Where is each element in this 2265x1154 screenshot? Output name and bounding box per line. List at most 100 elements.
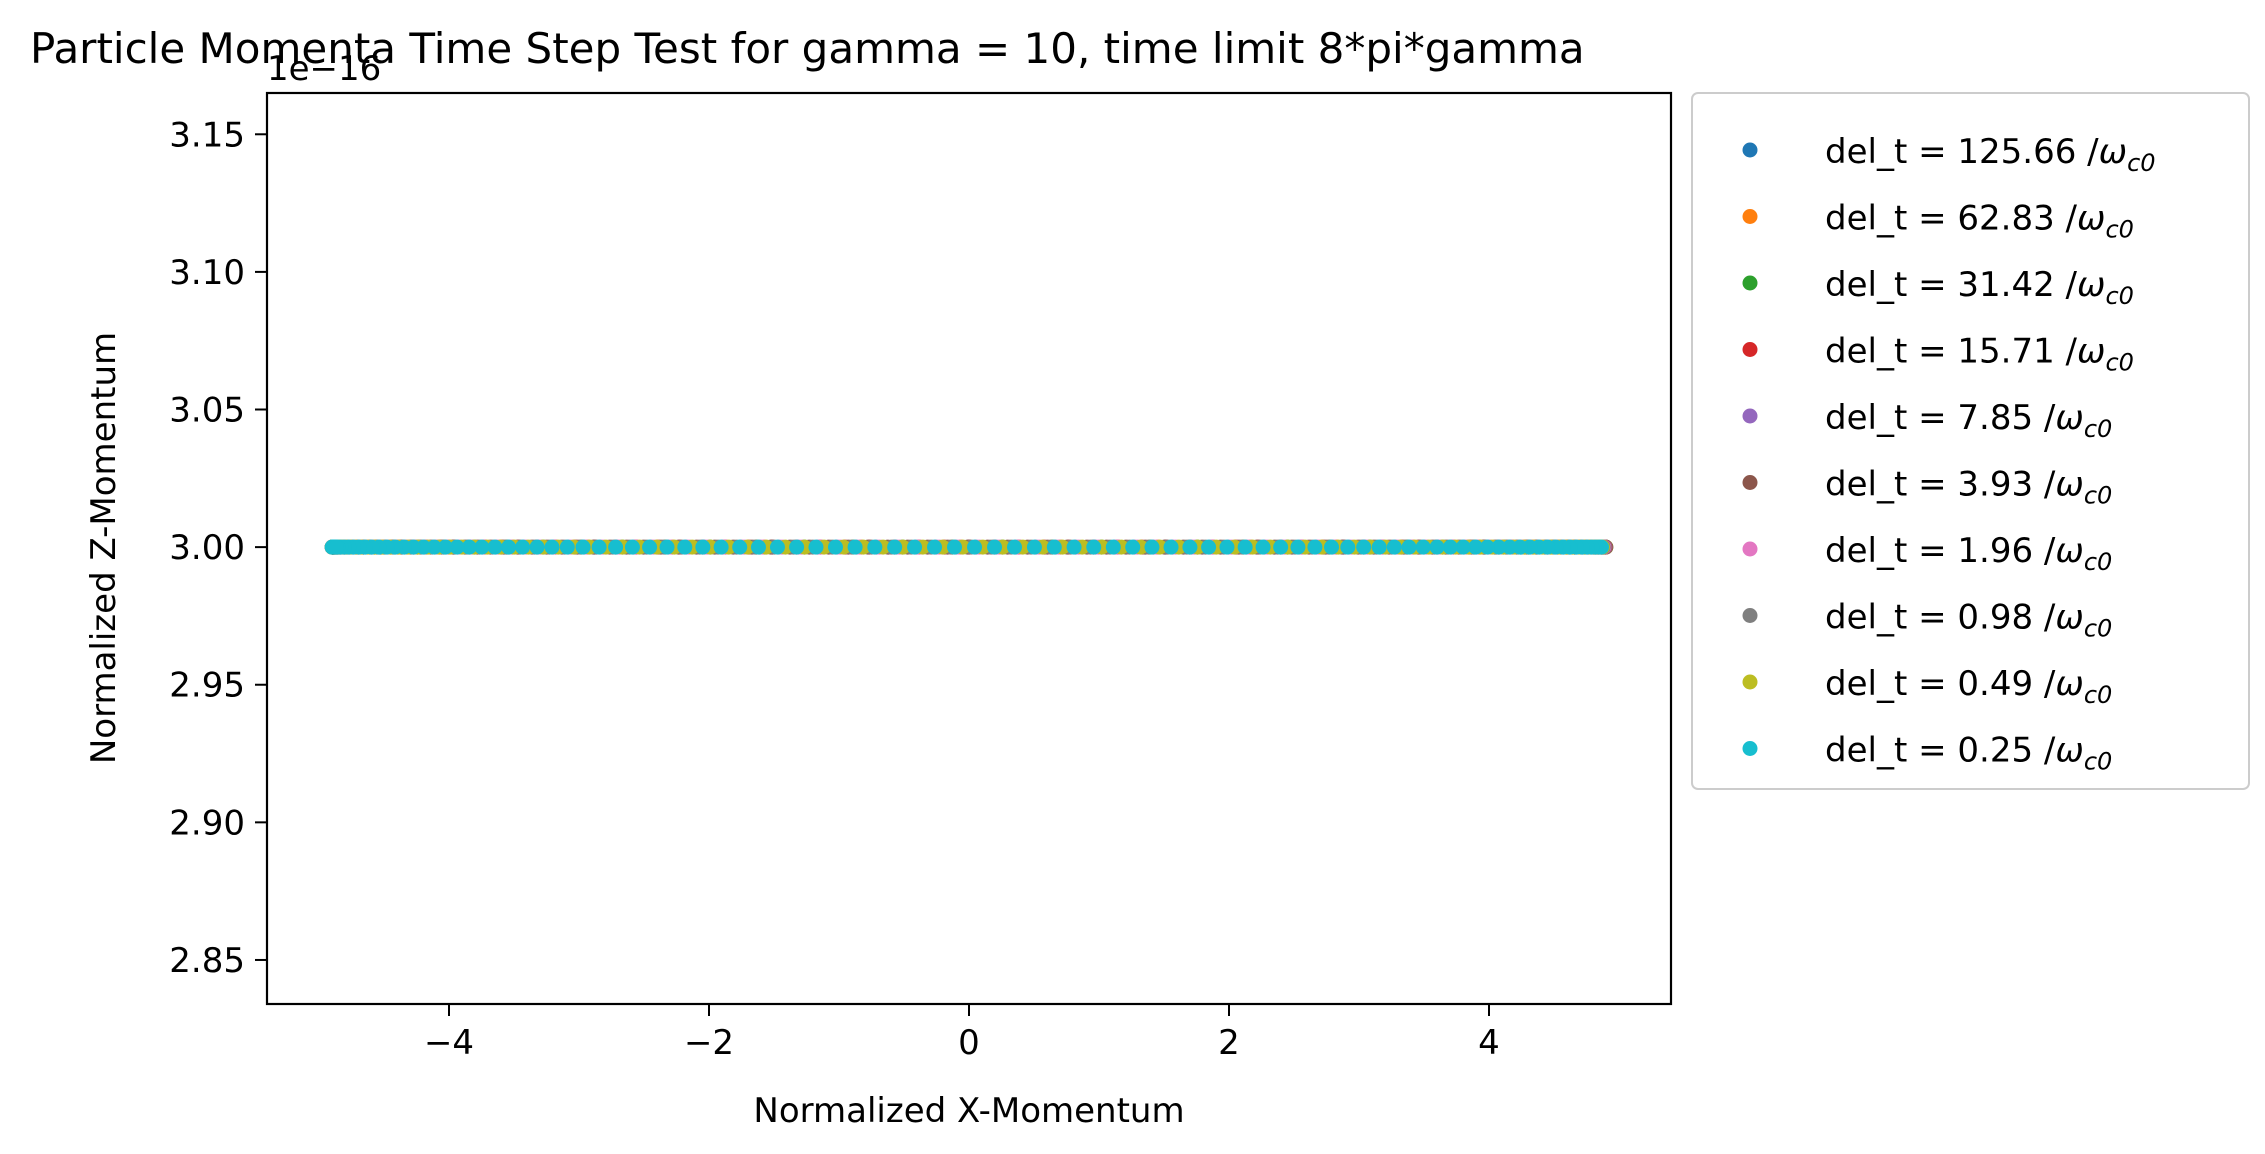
data-point (449, 539, 465, 555)
points-layer (324, 539, 1614, 555)
legend-subscript: c0 (2105, 282, 2133, 310)
data-point (927, 539, 943, 555)
data-point (677, 539, 693, 555)
data-point (769, 539, 785, 555)
legend-omega-symbol: ω (2077, 332, 2105, 372)
legend-label: del_t = 0.25 /ωc0 (1825, 731, 2112, 776)
data-point (732, 539, 748, 555)
legend-label-text: del_t = 15.71 / (1825, 332, 2078, 372)
data-point (426, 539, 442, 555)
data-point (487, 539, 503, 555)
legend-omega-symbol: ω (2055, 664, 2083, 704)
data-point (1086, 539, 1102, 555)
legend-label-text: del_t = 0.25 / (1825, 731, 2056, 771)
legend-label: del_t = 7.85 /ωc0 (1825, 398, 2112, 443)
legend-subscript: c0 (2105, 216, 2133, 244)
legend-subscript: c0 (2127, 149, 2155, 177)
legend-label-text: del_t = 7.85 / (1825, 398, 2056, 438)
data-point (1255, 539, 1271, 555)
series-10-points (324, 539, 1610, 555)
y-axis: 2.85 2.90 2.95 3.00 3.05 3.10 3.15 (169, 115, 267, 981)
x-tick-label: −4 (424, 1023, 474, 1063)
y-tick-label: 3.00 (169, 528, 245, 568)
legend-marker (1742, 275, 1758, 291)
legend-subscript: c0 (2084, 615, 2112, 643)
legend-label-text: del_t = 31.42 / (1825, 265, 2078, 305)
y-tick-label: 2.85 (169, 941, 245, 981)
y-tick-label: 3.15 (169, 115, 245, 155)
legend-subscript: c0 (2084, 482, 2112, 510)
data-point (947, 539, 963, 555)
data-point (515, 539, 531, 555)
legend-label-text: del_t = 0.98 / (1825, 598, 2056, 638)
legend-omega-symbol: ω (2077, 265, 2105, 305)
legend-marker (1742, 209, 1758, 224)
data-point (1415, 539, 1431, 555)
legend-label: del_t = 62.83 /ωc0 (1825, 199, 2134, 244)
legend-subscript: c0 (2084, 748, 2112, 776)
data-point (1429, 539, 1445, 555)
data-point (713, 539, 729, 555)
data-point (1219, 539, 1235, 555)
x-tick-label: −2 (684, 1023, 734, 1063)
data-point (1479, 539, 1495, 555)
data-point (659, 539, 675, 555)
y-offset-text: 1e−16 (267, 49, 381, 89)
legend-label-text: del_t = 3.93 / (1825, 465, 2056, 505)
x-tick-label: 0 (958, 1023, 980, 1063)
legend-subscript: c0 (2084, 415, 2112, 443)
data-point (559, 539, 575, 555)
legend-marker (1742, 475, 1758, 490)
legend-marker (1742, 741, 1758, 756)
legend-marker (1742, 342, 1758, 357)
legend-frame (1691, 92, 2250, 790)
data-point (987, 539, 1003, 555)
legend-omega-symbol: ω (2055, 731, 2083, 771)
data-point (808, 539, 824, 555)
data-point (1144, 539, 1160, 555)
legend-label-text: del_t = 62.83 / (1825, 199, 2078, 239)
data-point (544, 539, 560, 555)
data-point (1468, 539, 1484, 555)
legend-label: del_t = 1.96 /ωc0 (1825, 531, 2112, 576)
data-point (461, 539, 477, 555)
data-point (474, 539, 490, 555)
data-point (1502, 539, 1518, 555)
y-tick-label: 2.95 (169, 666, 245, 706)
data-point (642, 539, 658, 555)
x-axis-label: Normalized X-Momentum (753, 1091, 1184, 1131)
legend-marker (1742, 142, 1758, 158)
data-point (867, 539, 883, 555)
data-point (1201, 539, 1217, 555)
data-point (1066, 539, 1082, 555)
data-point (575, 539, 591, 555)
data-point (1307, 539, 1323, 555)
data-point (695, 539, 711, 555)
legend-label: del_t = 0.49 /ωc0 (1825, 664, 2112, 709)
data-point (907, 539, 923, 555)
y-tick-label: 2.90 (169, 803, 245, 843)
legend-marker (1742, 608, 1758, 623)
legend-omega-symbol: ω (2055, 465, 2083, 505)
data-point (1371, 539, 1387, 555)
legend-marker (1742, 541, 1758, 557)
legend-omega-symbol: ω (2077, 199, 2105, 239)
y-tick-label: 3.05 (169, 391, 245, 431)
legend-marker (1742, 408, 1758, 424)
data-point (887, 539, 903, 555)
x-tick-label: 4 (1478, 1023, 1500, 1063)
legend-label: del_t = 3.93 /ωc0 (1825, 465, 2112, 510)
data-point (789, 539, 805, 555)
y-axis-label: Normalized Z-Momentum (84, 332, 124, 764)
x-axis: −4 −2 0 2 4 (424, 1004, 1500, 1063)
data-point (1026, 539, 1042, 555)
data-point (1006, 539, 1022, 555)
legend-label: del_t = 0.98 /ωc0 (1825, 598, 2112, 643)
data-point (1512, 539, 1528, 555)
data-point (1163, 539, 1179, 555)
data-point (1442, 539, 1458, 555)
data-point (1105, 539, 1121, 555)
legend-label: del_t = 15.71 /ωc0 (1825, 332, 2134, 377)
